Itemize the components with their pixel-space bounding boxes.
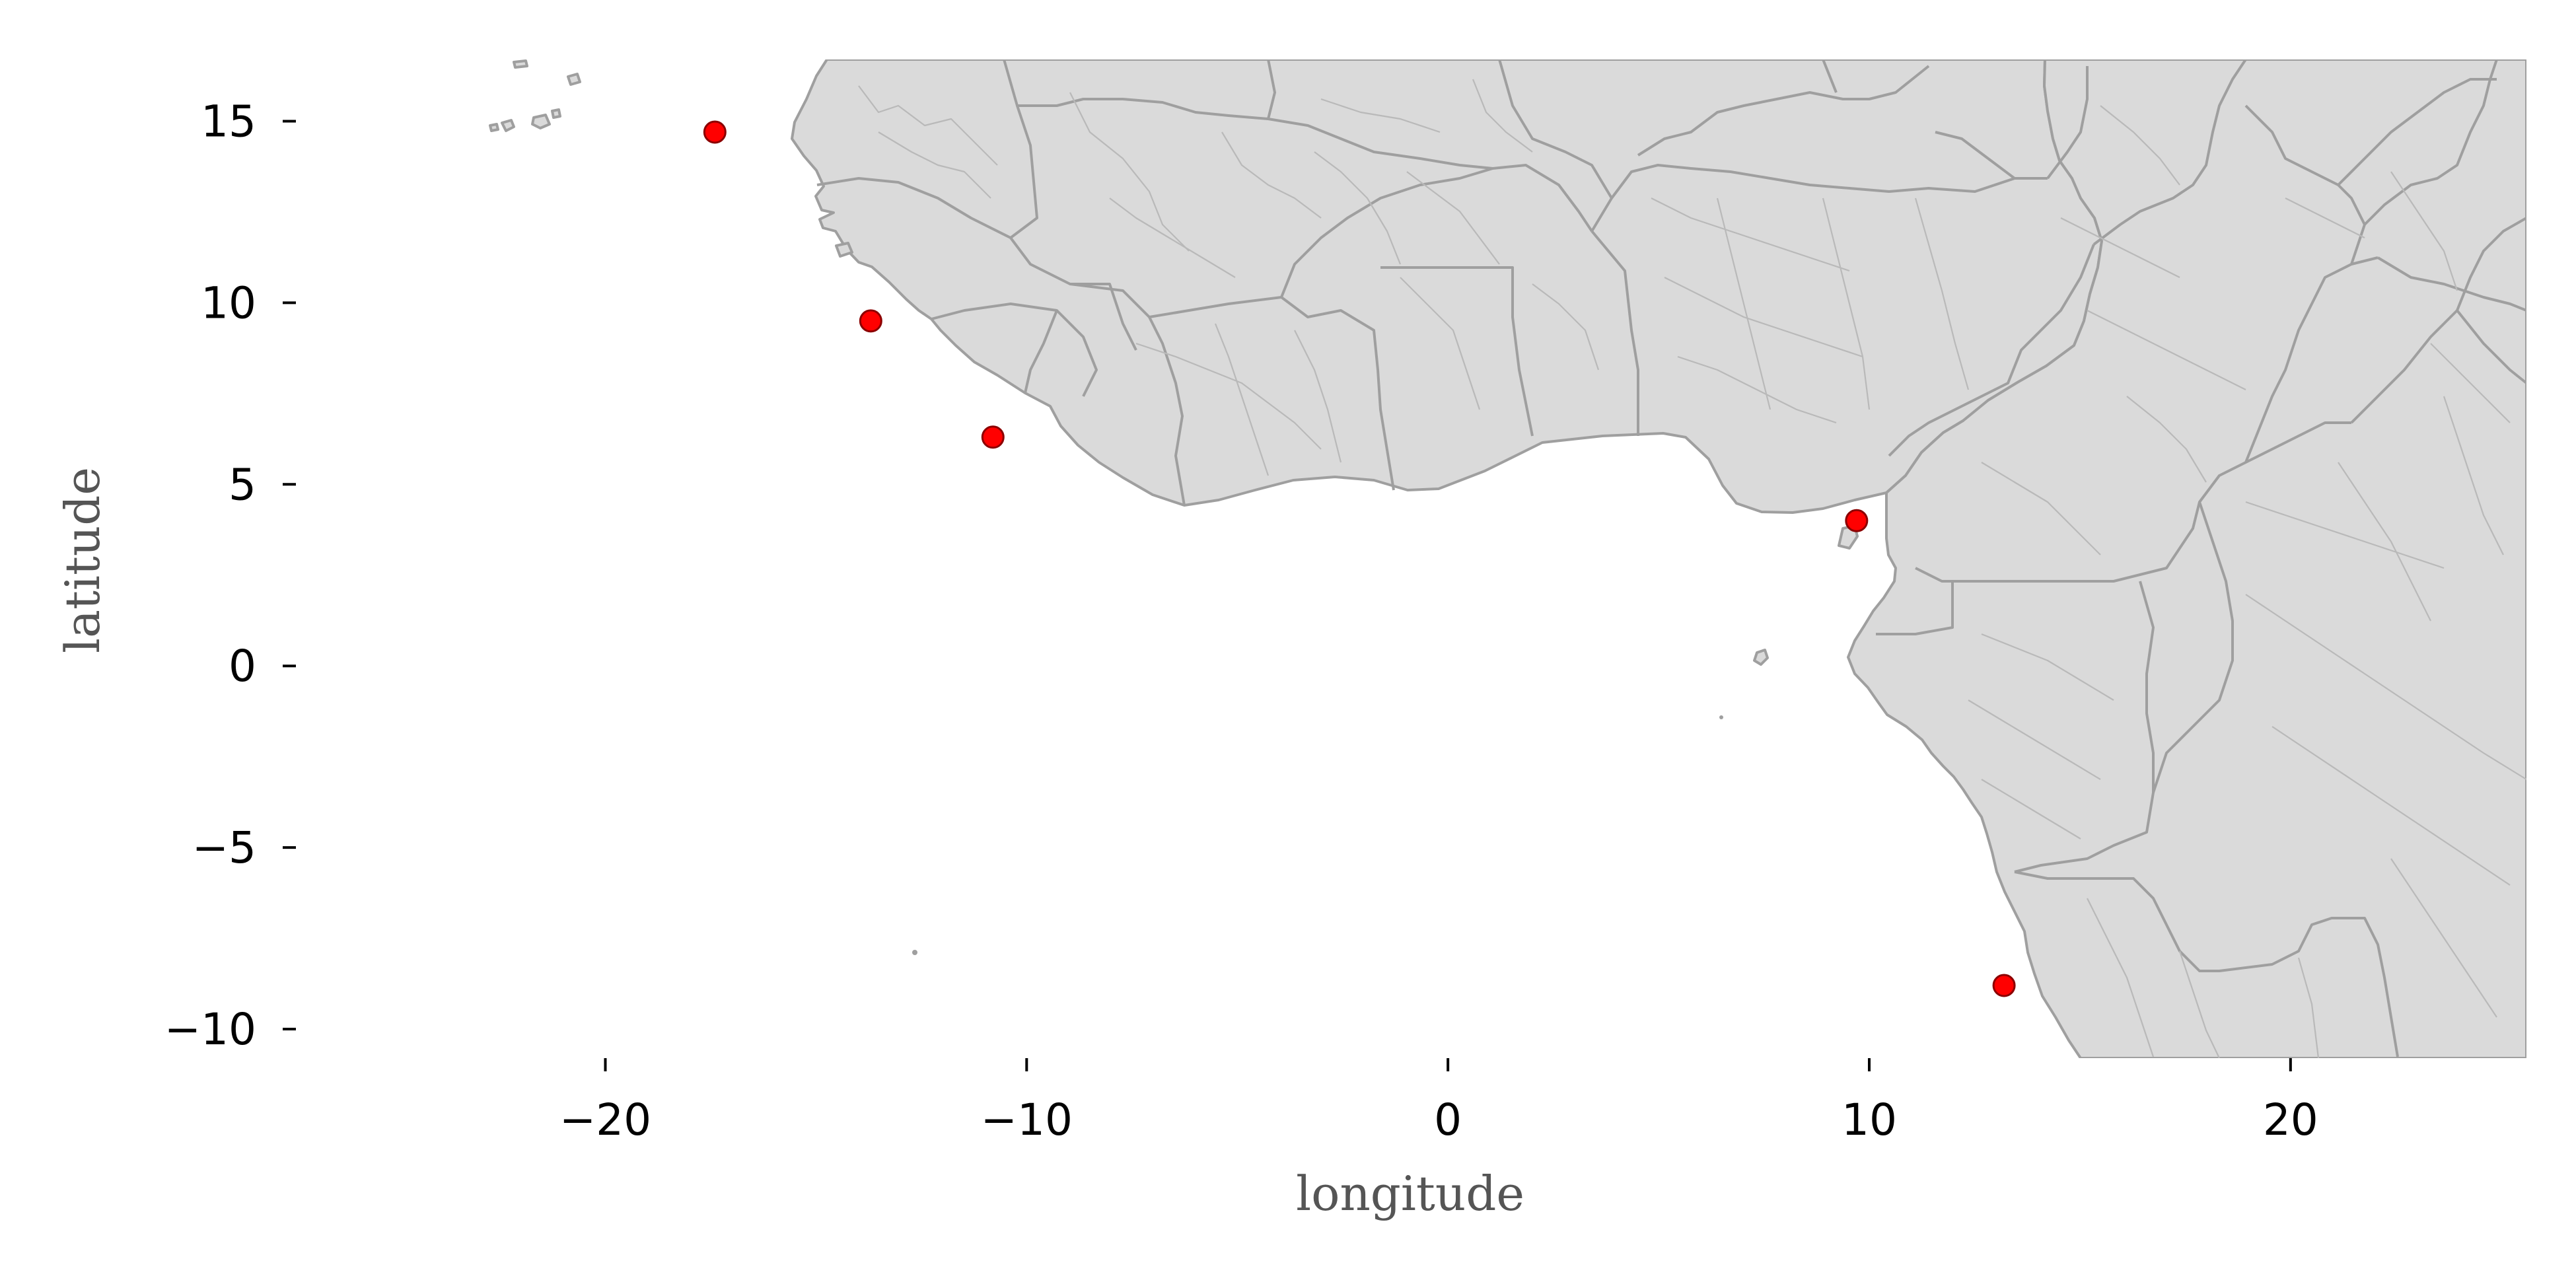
x-tick-label: −20 bbox=[559, 1094, 651, 1145]
y-axis: 15 10 5 0 −5 −10 bbox=[164, 96, 296, 1055]
location-point bbox=[703, 120, 727, 144]
location-point bbox=[1845, 509, 1869, 532]
y-axis-label: latitude bbox=[55, 467, 110, 653]
islet-1 bbox=[305, 631, 309, 635]
bijagos-islands bbox=[835, 242, 853, 258]
basemap-africa bbox=[305, 59, 2526, 1058]
cape-verde-island-4 bbox=[567, 73, 581, 86]
y-tick-label: 5 bbox=[229, 459, 256, 510]
x-tick-label: 10 bbox=[1842, 1094, 1897, 1145]
cape-verde-island-2 bbox=[531, 114, 551, 129]
y-tick-label: 10 bbox=[201, 277, 256, 328]
x-tick-label: −10 bbox=[981, 1094, 1073, 1145]
x-axis-label: longitude bbox=[1296, 1166, 1524, 1221]
location-point bbox=[981, 425, 1005, 449]
cape-verde-island-3 bbox=[551, 108, 561, 119]
cape-verde-island-5 bbox=[513, 59, 528, 69]
location-point bbox=[1992, 974, 2016, 997]
y-tick-label: −10 bbox=[164, 1004, 256, 1055]
admin-borders bbox=[858, 79, 2526, 1058]
land-central-africa bbox=[1847, 59, 2526, 1058]
location-point bbox=[859, 309, 882, 333]
y-tick-label: 0 bbox=[229, 641, 256, 692]
points-layer bbox=[703, 120, 2016, 997]
x-tick-label: 20 bbox=[2263, 1094, 2318, 1145]
x-tick-label: 0 bbox=[1434, 1094, 1462, 1145]
y-tick-label: 15 bbox=[201, 96, 256, 147]
country-borders bbox=[816, 59, 2526, 1057]
cape-verde-island-6 bbox=[489, 123, 499, 132]
islet-2 bbox=[912, 950, 917, 955]
sao-tome-island bbox=[1753, 649, 1769, 666]
cape-verde-island-1 bbox=[501, 119, 515, 132]
y-tick-label: −5 bbox=[192, 822, 256, 873]
x-axis: −20 −10 0 10 20 bbox=[559, 1058, 2318, 1145]
islet-3 bbox=[1719, 715, 1723, 719]
